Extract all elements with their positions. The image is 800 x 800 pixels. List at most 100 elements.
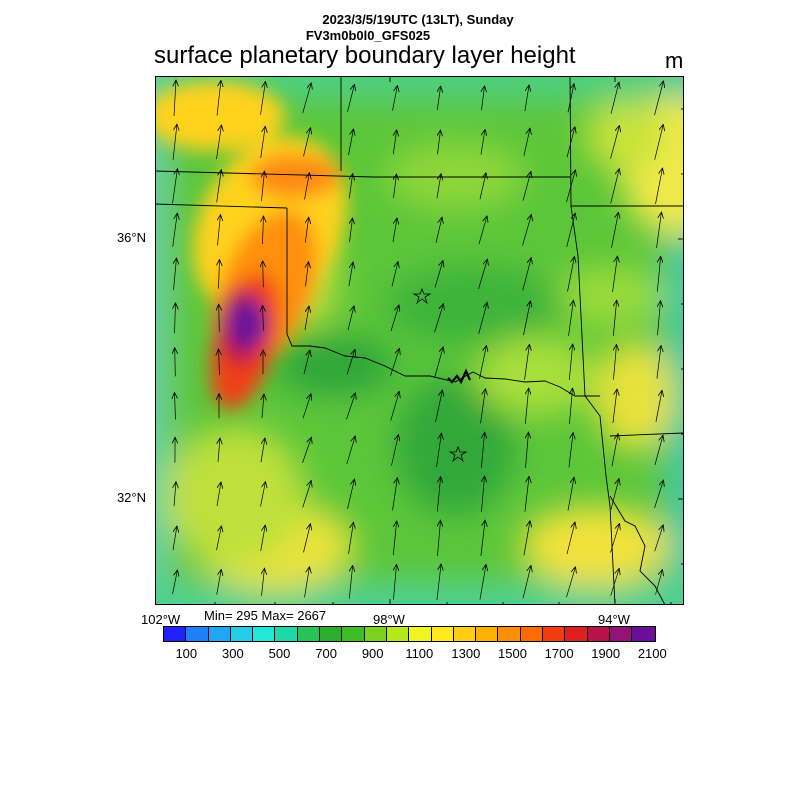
wind-arrow-icon bbox=[525, 432, 528, 469]
colorbar-swatch bbox=[253, 627, 276, 641]
wind-arrow-icon bbox=[481, 86, 484, 111]
wind-arrow-icon bbox=[479, 564, 486, 600]
wind-arrow-icon bbox=[611, 212, 619, 248]
wind-arrow-icon bbox=[567, 256, 575, 292]
wind-arrow-icon bbox=[656, 212, 662, 249]
wind-arrow-icon bbox=[303, 524, 311, 553]
wind-arrow-icon bbox=[347, 479, 355, 510]
wind-arrow-icon bbox=[305, 217, 308, 243]
wind-arrow-icon bbox=[261, 171, 264, 201]
wind-arrow-icon bbox=[172, 570, 178, 595]
wind-arrow-icon bbox=[219, 259, 220, 289]
colorbar-swatch bbox=[164, 627, 187, 641]
wind-arrow-icon bbox=[303, 350, 310, 375]
colorbar-swatch bbox=[431, 627, 454, 641]
colorbar-swatch bbox=[498, 627, 521, 641]
wind-arrow-icon bbox=[437, 130, 440, 155]
wind-arrow-icon bbox=[175, 393, 176, 420]
wind-arrow-icon bbox=[567, 477, 574, 511]
wind-arrow-icon bbox=[522, 171, 531, 201]
lat-label-32n: 32°N bbox=[116, 490, 146, 505]
wind-arrow-icon bbox=[524, 388, 528, 424]
wind-arrow-icon bbox=[435, 390, 443, 423]
wind-arrow-icon bbox=[522, 565, 531, 599]
wind-arrow-icon bbox=[175, 303, 176, 334]
colorbar-swatch bbox=[230, 627, 254, 641]
wind-arrow-icon bbox=[304, 306, 309, 331]
colorbar-tick-label: 1900 bbox=[591, 646, 621, 661]
wind-arrow-icon bbox=[523, 128, 530, 156]
wind-arrow-icon bbox=[216, 526, 222, 551]
wind-arrow-icon bbox=[172, 213, 178, 247]
wind-arrow-icon bbox=[436, 433, 442, 467]
wind-arrow-icon bbox=[302, 480, 312, 508]
colorbar-swatch bbox=[543, 627, 566, 641]
wind-arrow-icon bbox=[478, 302, 488, 334]
wind-arrow-icon bbox=[524, 476, 529, 512]
colorbar-tick-label: 2100 bbox=[637, 646, 667, 661]
wind-arrow-icon bbox=[480, 432, 484, 468]
wind-arrow-icon bbox=[218, 438, 220, 463]
wind-arrow-icon bbox=[656, 256, 660, 292]
field-hotspot bbox=[155, 81, 348, 410]
wind-arrow-icon bbox=[436, 564, 441, 601]
wind-arrow-icon bbox=[523, 301, 531, 336]
wind-arrow-icon bbox=[260, 525, 266, 552]
wind-arrow-icon bbox=[613, 344, 616, 380]
colorbar-swatch bbox=[520, 627, 544, 641]
wind-arrow-icon bbox=[263, 261, 264, 288]
wind-arrow-icon bbox=[612, 300, 616, 336]
wind-arrow-icon bbox=[172, 169, 178, 204]
wind-arrow-icon bbox=[216, 482, 221, 507]
wind-arrow-icon bbox=[479, 173, 486, 200]
wind-arrow-icon bbox=[567, 84, 574, 113]
lat-label-36n: 36°N bbox=[116, 230, 146, 245]
wind-arrow-icon bbox=[656, 345, 661, 379]
wind-arrow-icon bbox=[260, 81, 266, 115]
wind-arrow-icon bbox=[347, 306, 354, 331]
colorbar-swatch bbox=[409, 627, 432, 641]
wind-arrow-icon bbox=[216, 80, 221, 116]
wind-arrow-icon bbox=[262, 394, 264, 419]
wind-arrow-icon bbox=[522, 214, 532, 246]
wind-arrow-icon bbox=[392, 218, 397, 243]
colorbar-swatch bbox=[476, 627, 499, 641]
wind-arrow-icon bbox=[654, 480, 664, 509]
pbl-height-map bbox=[155, 76, 684, 605]
wind-arrow-icon bbox=[393, 130, 396, 155]
wind-arrow-icon bbox=[391, 434, 399, 466]
wind-arrow-icon bbox=[434, 304, 444, 333]
wind-arrow-icon bbox=[481, 476, 484, 513]
wind-arrow-icon bbox=[437, 86, 440, 111]
wind-arrow-icon bbox=[217, 214, 220, 246]
wind-arrow-icon bbox=[346, 349, 355, 375]
wind-arrow-icon bbox=[434, 260, 443, 288]
wind-arrow-icon bbox=[479, 345, 487, 379]
wind-arrow-icon bbox=[304, 567, 310, 598]
wind-arrow-icon bbox=[392, 85, 398, 111]
wind-arrow-icon bbox=[434, 347, 444, 378]
wind-arrow-icon bbox=[655, 168, 663, 205]
wind-arrow-icon bbox=[654, 525, 664, 552]
wind-arrow-icon bbox=[349, 174, 352, 199]
wind-arrow-icon bbox=[216, 170, 222, 203]
wind-arrow-icon bbox=[568, 300, 574, 336]
lon-label-102w: 102°W bbox=[141, 612, 181, 627]
wind-arrow-icon bbox=[260, 126, 266, 158]
wind-arrow-icon bbox=[480, 520, 485, 556]
colorbar-swatch bbox=[186, 627, 209, 641]
wind-arrow-icon bbox=[611, 434, 618, 467]
colorbar-swatch bbox=[587, 627, 610, 641]
wind-arrow-icon bbox=[348, 522, 354, 554]
wind-arrow-icon bbox=[219, 349, 220, 376]
colorbar-swatch bbox=[609, 627, 633, 641]
river-icon bbox=[447, 368, 472, 385]
wind-arrow-icon bbox=[175, 348, 176, 377]
colorbar-tick-label: 300 bbox=[222, 646, 244, 661]
min-max-text: Min= 295 Max= 2667 bbox=[204, 608, 327, 623]
wind-arrow-icon bbox=[654, 124, 664, 160]
colorbar-swatch bbox=[275, 627, 298, 641]
wind-arrow-icon bbox=[263, 305, 264, 331]
map-frame bbox=[155, 76, 684, 605]
wind-arrow-icon bbox=[610, 125, 620, 159]
